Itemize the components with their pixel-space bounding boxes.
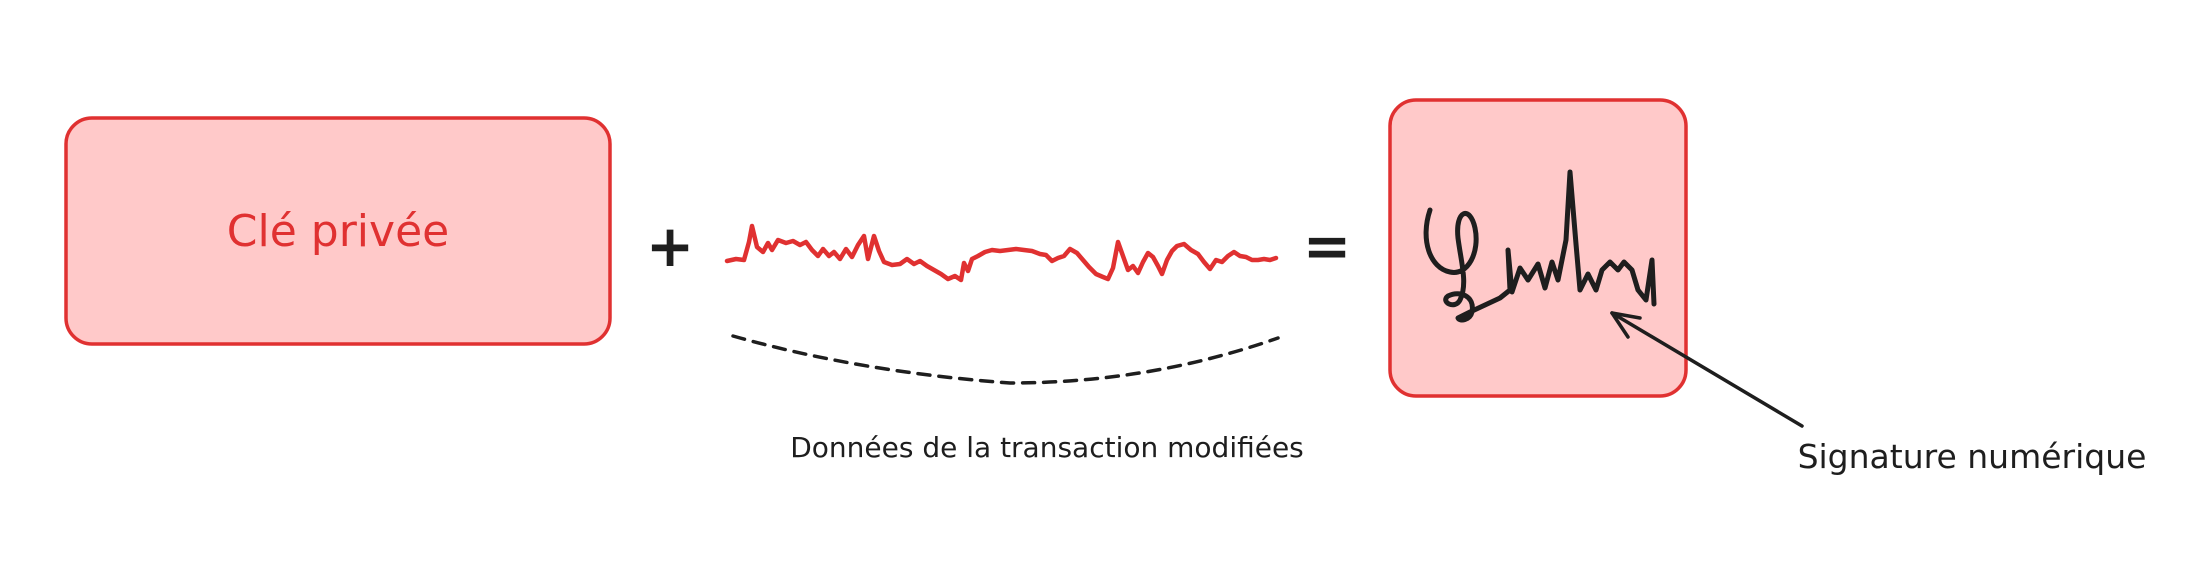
signature-arrow-shaft: [1610, 311, 1804, 428]
modified-data-label: Données de la transaction modifiées: [790, 431, 1304, 464]
private-key-box: Clé privée: [64, 116, 612, 346]
equals-operator: =: [1303, 212, 1352, 280]
private-key-label: Clé privée: [227, 206, 449, 257]
modified-data-squiggle: [724, 223, 1279, 283]
data-brace-dashed: [731, 334, 1280, 385]
plus-operator: +: [646, 212, 695, 280]
signature-label: Signature numérique: [1798, 437, 2147, 476]
signature-scribble: [1423, 169, 1657, 323]
signature-rect: [1388, 98, 1688, 398]
signature-arrow-head: [1610, 311, 1642, 339]
signature-box: [1388, 98, 1688, 398]
private-key-rect: [64, 116, 612, 346]
signature-arrow: [1610, 311, 1804, 428]
